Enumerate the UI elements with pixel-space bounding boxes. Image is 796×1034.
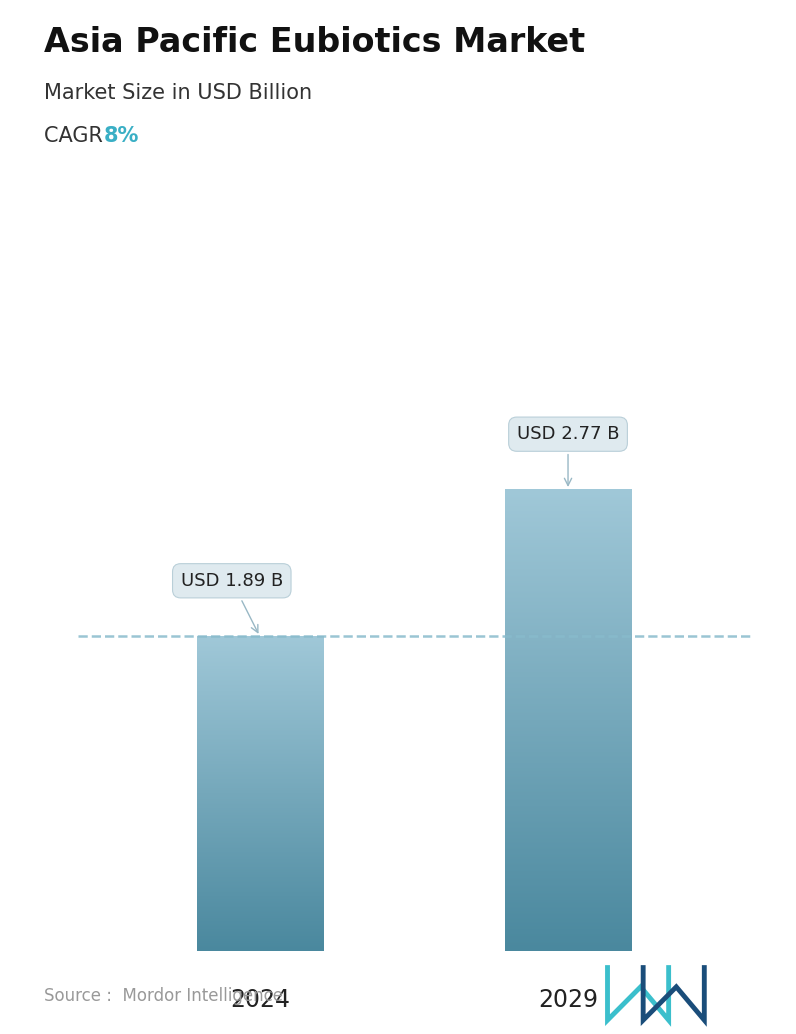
Text: 8%: 8% [103, 126, 139, 146]
Text: 2029: 2029 [538, 987, 598, 1012]
Text: Market Size in USD Billion: Market Size in USD Billion [44, 83, 312, 102]
Text: Source :  Mordor Intelligence: Source : Mordor Intelligence [44, 987, 283, 1005]
Text: USD 2.77 B: USD 2.77 B [517, 425, 619, 486]
Text: USD 1.89 B: USD 1.89 B [181, 572, 283, 633]
Text: 2024: 2024 [230, 987, 290, 1012]
Text: CAGR: CAGR [44, 126, 109, 146]
Text: Asia Pacific Eubiotics Market: Asia Pacific Eubiotics Market [44, 26, 585, 59]
